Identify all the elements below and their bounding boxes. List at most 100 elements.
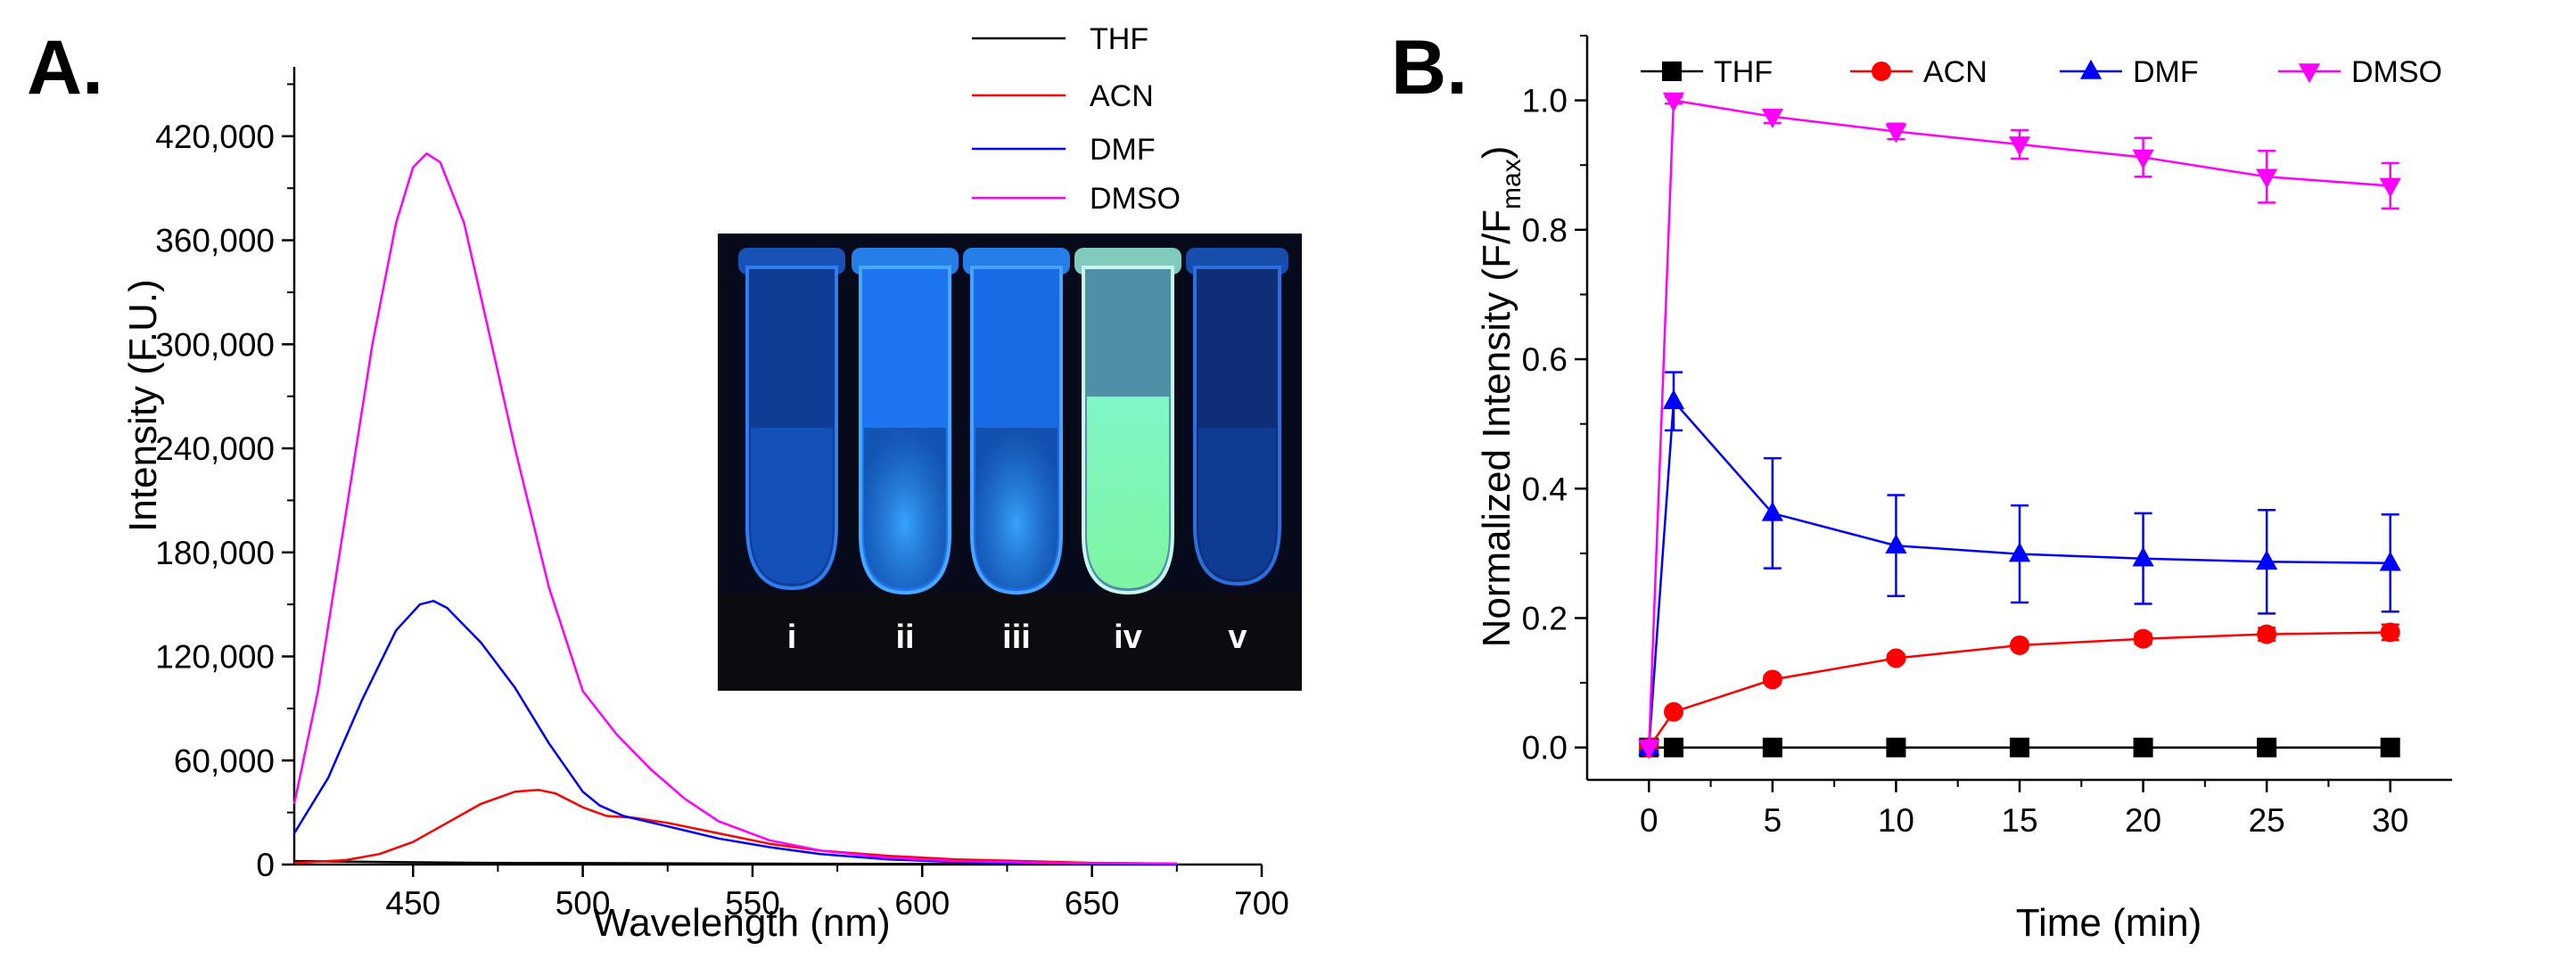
panel-a-x-tick-label: 500 [556, 885, 611, 922]
legend-a-acn-label: ACN [1090, 79, 1154, 113]
panel-b-legend: THF ACN DMF DMSO [1641, 55, 2442, 89]
panel-a-x-tick-label: 700 [1234, 885, 1289, 922]
panel-b-y-axis-title-main: Normalized Intensity (F/F [1475, 209, 1518, 647]
panel-a-x-tick-label: 450 [385, 885, 440, 922]
panel-a-legend: THF ACN DMF DMSO [972, 22, 1181, 216]
panel-b-series-dmso-point [1638, 739, 1660, 759]
vial-label-v: v [1228, 619, 1247, 656]
panel-b-plot-area: 0 5 10 15 20 25 30 0.0 0.2 0.4 0.6 0.8 1.0 [1522, 35, 2452, 839]
panel-b-y-tick-label: 0.0 [1522, 730, 1568, 766]
panel-a-y-tick-label: 60,000 [174, 742, 275, 779]
panel-b-series-dmf-point [2379, 551, 2401, 571]
panel-b-y-tick-label: 0.8 [1522, 212, 1568, 249]
panel-a-x-tick-label: 550 [725, 885, 780, 922]
panel-b-series-thf-point [2133, 737, 2153, 758]
legend-b-dmso-label: DMSO [2351, 55, 2442, 89]
vial-photo-inset: i ii iii iv v [718, 234, 1302, 691]
panel-b-y-tick-label: 0.6 [1522, 341, 1568, 378]
panel-b-series-thf-point [1762, 737, 1782, 758]
panel-b-y-tick-label: 1.0 [1522, 83, 1568, 119]
panel-b-series-dmf-point [2008, 542, 2031, 562]
panel-a-y-tick-label: 420,000 [155, 119, 275, 155]
panel-b-series-acn-point [2257, 624, 2277, 644]
panel-b-x-axis-title: Time (min) [2016, 901, 2202, 945]
panel-a-y-tick-label: 360,000 [155, 223, 275, 259]
panel-a-series-thf-line [293, 859, 1177, 865]
vial-v [1186, 248, 1288, 586]
vial-label-iv: iv [1114, 619, 1142, 656]
panel-b-label: B. [1391, 25, 1468, 111]
panel-b-series-thf-point [2380, 737, 2400, 758]
panel-b-series-acn-point [2380, 622, 2400, 643]
panel-b-series-thf-point [1664, 737, 1683, 758]
panel-b-series-acn-point [1664, 701, 1683, 722]
panel-b-series-acn-point [2010, 635, 2029, 655]
panel-b-series-thf-point [2010, 737, 2029, 758]
panel-b-series-dmf-point [2132, 546, 2154, 567]
legend-a-thf-label: THF [1090, 22, 1148, 56]
vial-i [738, 248, 845, 591]
panel-a-series-dmf-line [292, 600, 1177, 865]
panel-b-series-dmf-line [1648, 398, 2391, 748]
panel-a-label: A. [27, 25, 103, 111]
panel-a-series-acn-line [293, 789, 1177, 865]
panel-a-plot-area: 450 500 550 600 650 700 0 60,000 120,000 180,000 2… [155, 67, 1289, 922]
panel-b-x-tick-label: 0 [1640, 802, 1658, 839]
panel-b-series-dmso-point [2008, 136, 2031, 157]
panel-b-series-dmso-point [1662, 92, 1685, 112]
panel-b-series-thf-point [2257, 737, 2277, 758]
vial-ii [852, 248, 959, 595]
panel-b-series-acn-point [2133, 628, 2153, 649]
legend-b-dmf-marker [2079, 59, 2103, 79]
panel-a-y-tick-label: 180,000 [155, 535, 275, 571]
panel-a-y-tick-label: 240,000 [155, 430, 275, 467]
legend-b-thf-marker [1662, 61, 1682, 81]
legend-b-dmf-label: DMF [2133, 55, 2199, 89]
panel-b-series-acn-point [1762, 669, 1782, 690]
panel-b-x-tick-label: 5 [1764, 802, 1782, 839]
vial-iii [963, 248, 1070, 595]
legend-b-dmso-marker [2298, 63, 2321, 84]
panel-b-series-dmf-point [1761, 501, 1783, 521]
panel-b-x-tick-label: 20 [2125, 802, 2161, 839]
panel-b-series-dmso-line [1648, 99, 2391, 748]
panel-a-y-tick-label: 120,000 [155, 639, 275, 676]
panel-a-y-tick-label: 300,000 [155, 326, 275, 363]
panel-b-series-dmf-point [1885, 533, 1907, 553]
panel-b-series-dmf-point [1662, 389, 1685, 410]
panel-a-y-axis-title: Intensity (F.U.) [121, 279, 165, 532]
panel-b-series-dmso-point [1885, 123, 1907, 143]
panel-b-x-tick-label: 15 [2001, 802, 2037, 839]
panel-a-y-tick-label: 0 [256, 847, 275, 883]
panel-b-series-dmso-point [2132, 149, 2154, 169]
vial-photo-bottom-band [718, 593, 1302, 691]
vial-iv [1074, 248, 1181, 595]
panel-b-series-dmso-point [2379, 177, 2401, 198]
legend-a-dmf-label: DMF [1090, 133, 1156, 167]
panel-b-series-acn-line [1648, 631, 2391, 749]
panel-b-y-axis-title-subscript: max [1497, 159, 1527, 209]
vial-label-ii: ii [895, 619, 914, 656]
panel-a-x-tick-label: 600 [894, 885, 950, 922]
panel-b-y-tick-label: 0.4 [1522, 471, 1568, 507]
panel-b-series-thf-point [1886, 737, 1906, 758]
vial-label-iii: iii [1002, 619, 1031, 656]
panel-a-series-dmso-line [292, 152, 1177, 865]
panel-b: B. 0 5 10 15 20 25 30 0.0 0.2 0.4 0.6 0.8 1.0 Time (… [1391, 25, 2452, 945]
legend-b-acn-marker [1872, 61, 1891, 81]
panel-b-x-tick-label: 10 [1878, 802, 1914, 839]
panel-b-y-axis-title: Normalized Intensity (F/Fmax) [1475, 146, 1527, 648]
panel-b-x-tick-label: 30 [2372, 802, 2408, 839]
panel-b-series-dmso-point [1761, 108, 1783, 128]
panel-a-x-axis-title: Wavelength (nm) [593, 901, 890, 945]
panel-b-y-tick-label: 0.2 [1522, 600, 1568, 636]
panel-b-series-acn-point [1886, 648, 1906, 668]
vial-label-i: i [787, 619, 797, 656]
legend-b-thf-label: THF [1714, 55, 1773, 89]
panel-a: A. 450 500 550 600 650 700 0 60,000 120,000 180,0… [27, 22, 1302, 945]
panel-b-x-tick-label: 25 [2249, 802, 2285, 839]
panel-b-series-dmf-point [2256, 550, 2278, 570]
panel-b-y-axis-title-close: ) [1475, 146, 1518, 160]
panel-b-series-dmso-point [2256, 168, 2278, 189]
